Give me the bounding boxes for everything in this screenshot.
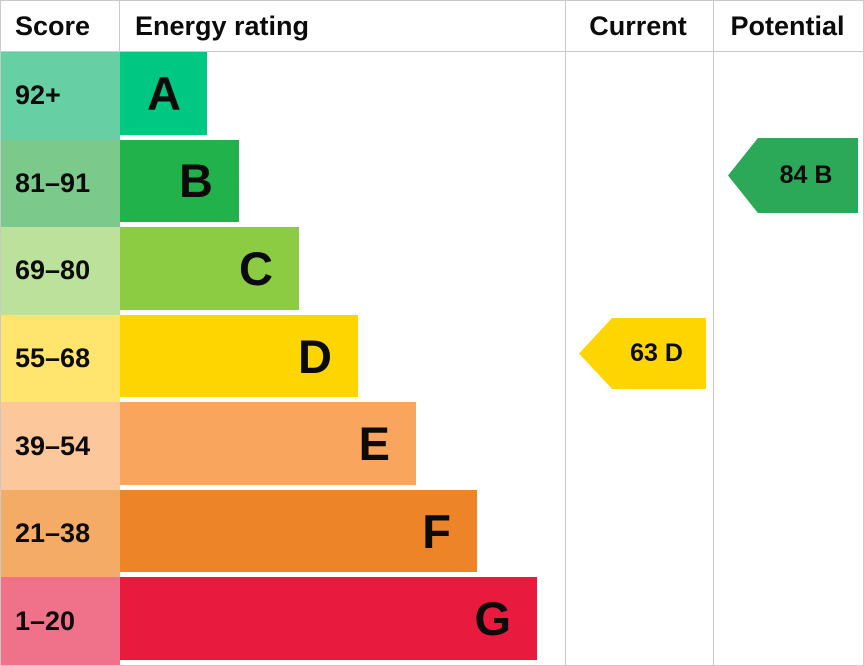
current-column-divider: [565, 1, 566, 665]
band-rows: 92+ A 81–91 B 69–80 C 55–68 D 39–54 E 21…: [1, 52, 863, 665]
band-row-d: 55–68 D: [1, 314, 863, 403]
chart-header: Score Energy rating Current Potential: [1, 1, 863, 52]
rating-bar-c: C: [120, 227, 299, 310]
potential-column-divider: [713, 1, 714, 665]
band-row-f: 21–38 F: [1, 489, 863, 578]
current-column-header: Current: [589, 10, 687, 41]
band-row-a: 92+ A: [1, 52, 863, 140]
band-row-c: 69–80 C: [1, 227, 863, 315]
band-row-e: 39–54 E: [1, 402, 863, 490]
score-cell-c: 69–80: [1, 227, 120, 315]
energy-rating-column-header: Energy rating: [135, 10, 310, 41]
rating-bar-d: D: [120, 314, 358, 398]
band-row-b: 81–91 B: [1, 139, 863, 228]
score-cell-b: 81–91: [1, 139, 120, 228]
potential-column-header: Potential: [730, 10, 845, 41]
score-cell-g: 1–20: [1, 577, 120, 665]
score-cell-e: 39–54: [1, 402, 120, 490]
rating-bar-e: E: [120, 402, 416, 485]
band-row-g: 1–20 G: [1, 577, 863, 665]
potential-rating-arrow: 84 B: [728, 138, 858, 213]
score-column-header: Score: [1, 1, 120, 51]
score-cell-a: 92+: [1, 52, 120, 140]
score-cell-d: 55–68: [1, 314, 120, 403]
score-cell-f: 21–38: [1, 489, 120, 578]
rating-bar-a: A: [120, 52, 207, 135]
rating-bar-b: B: [120, 139, 239, 223]
rating-bar-f: F: [120, 489, 477, 573]
rating-bar-g: G: [120, 577, 537, 661]
